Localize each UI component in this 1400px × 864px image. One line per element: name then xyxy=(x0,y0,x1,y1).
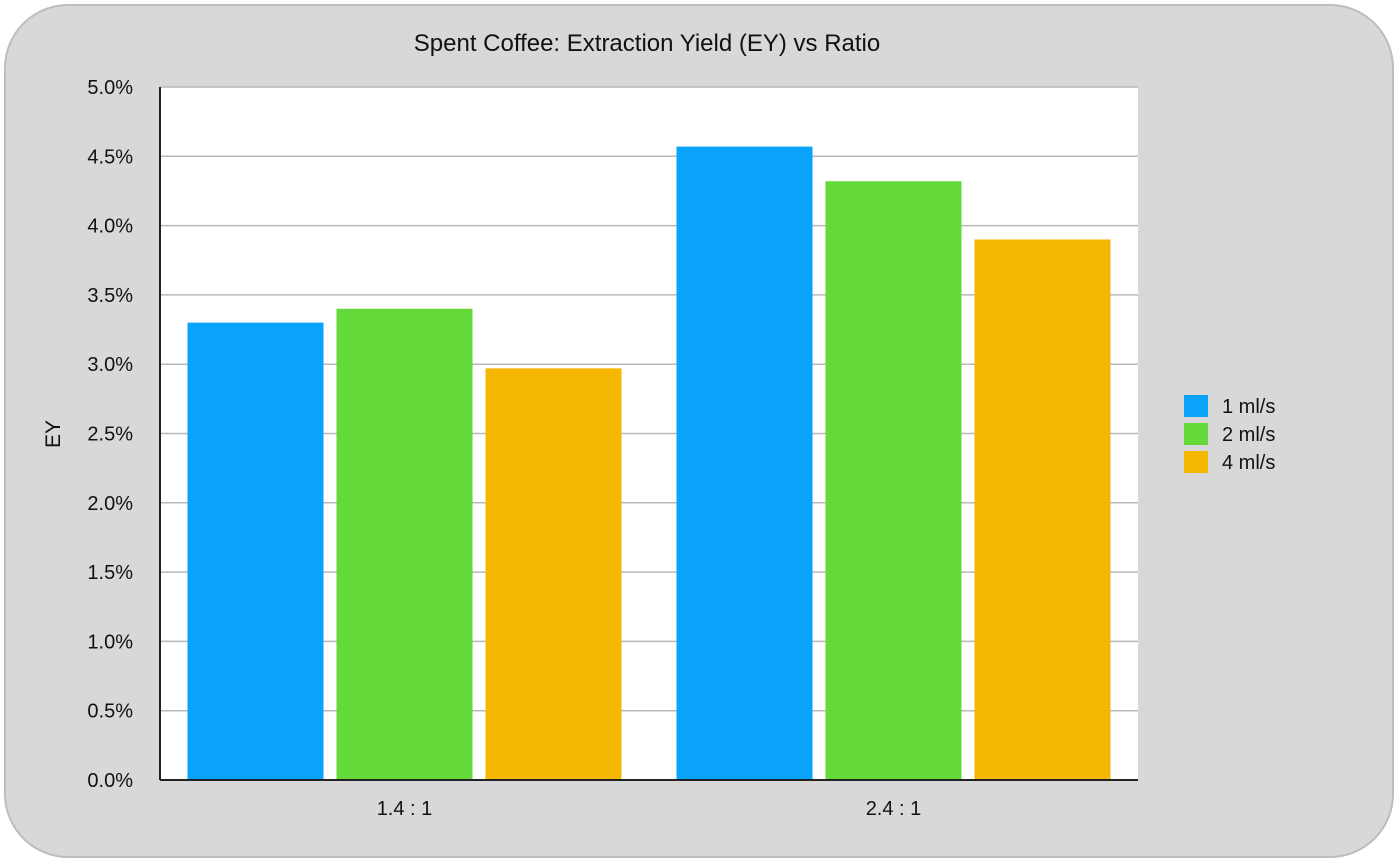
x-category-labels: 1.4 : 1 2.4 : 1 xyxy=(377,798,922,820)
bar-4-ml-s-1 xyxy=(485,368,622,780)
axes xyxy=(159,87,1138,781)
bar-1-ml-s-2 xyxy=(676,146,813,780)
legend-label: 4 ml/s xyxy=(1222,452,1275,474)
legend-swatch xyxy=(1184,423,1208,445)
bar-1-ml-s-1 xyxy=(187,322,324,780)
y-tick-label: 1.5% xyxy=(87,562,133,584)
bar-2-ml-s-2 xyxy=(825,181,962,781)
y-tick-labels: 0.0% 0.5% 1.0% 1.5% 2.0% 2.5% 3.0% 3.5% 4.0% 4.5%… xyxy=(87,77,133,792)
bar-2-ml-s-1 xyxy=(336,308,473,780)
x-category-label: 2.4 : 1 xyxy=(866,798,922,820)
y-tick-label: 3.0% xyxy=(87,354,133,376)
bar-4-ml-s-2 xyxy=(974,239,1111,780)
x-category-label: 1.4 : 1 xyxy=(377,798,433,820)
chart-title: Spent Coffee: Extraction Yield (EY) vs R… xyxy=(414,30,880,57)
bars xyxy=(187,146,1111,781)
y-tick-label: 2.0% xyxy=(87,493,133,515)
y-tick-label: 4.0% xyxy=(87,216,133,238)
y-tick-label: 5.0% xyxy=(87,77,133,99)
legend-swatch xyxy=(1184,395,1208,417)
legend-label: 2 ml/s xyxy=(1222,424,1275,446)
y-axis-label: EY xyxy=(42,420,65,448)
legend-swatch xyxy=(1184,451,1208,473)
legend: 1 ml/s 2 ml/s 4 ml/s xyxy=(1184,395,1275,474)
y-tick-label: 0.5% xyxy=(87,701,133,723)
y-tick-label: 4.5% xyxy=(87,146,133,168)
y-tick-label: 1.0% xyxy=(87,631,133,653)
legend-label: 1 ml/s xyxy=(1222,396,1275,418)
y-tick-label: 2.5% xyxy=(87,424,133,446)
y-tick-label: 3.5% xyxy=(87,285,133,307)
y-tick-label: 0.0% xyxy=(87,770,133,792)
